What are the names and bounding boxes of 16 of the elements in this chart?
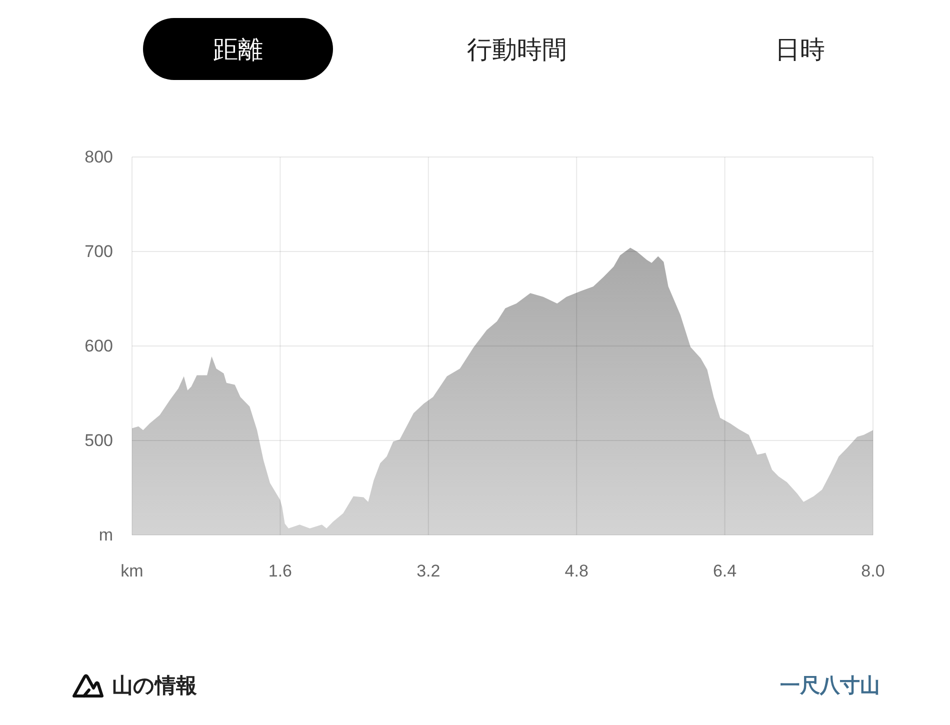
heading: 山の情報 <box>112 674 197 698</box>
y-tick-label: 800 <box>84 148 113 166</box>
x-tick-label: 8.0 <box>861 562 885 580</box>
tab-label: 日時 <box>775 36 825 64</box>
x-tick-label: 4.8 <box>564 562 588 580</box>
tab-label: 距離 <box>213 36 263 64</box>
x-tick-label: km <box>120 562 144 580</box>
x-tick-label: 1.6 <box>268 562 292 580</box>
link: 一尺八寸山 <box>780 675 880 697</box>
y-tick-label: 700 <box>84 242 113 261</box>
y-tick-label: 600 <box>84 336 113 356</box>
y-tick-label: 500 <box>84 431 113 450</box>
x-tick-label: 3.2 <box>416 562 440 580</box>
y-tick-label: m <box>98 526 113 544</box>
x-tick-label: 6.4 <box>712 562 737 580</box>
tab-label: 行動時間 <box>467 36 567 64</box>
